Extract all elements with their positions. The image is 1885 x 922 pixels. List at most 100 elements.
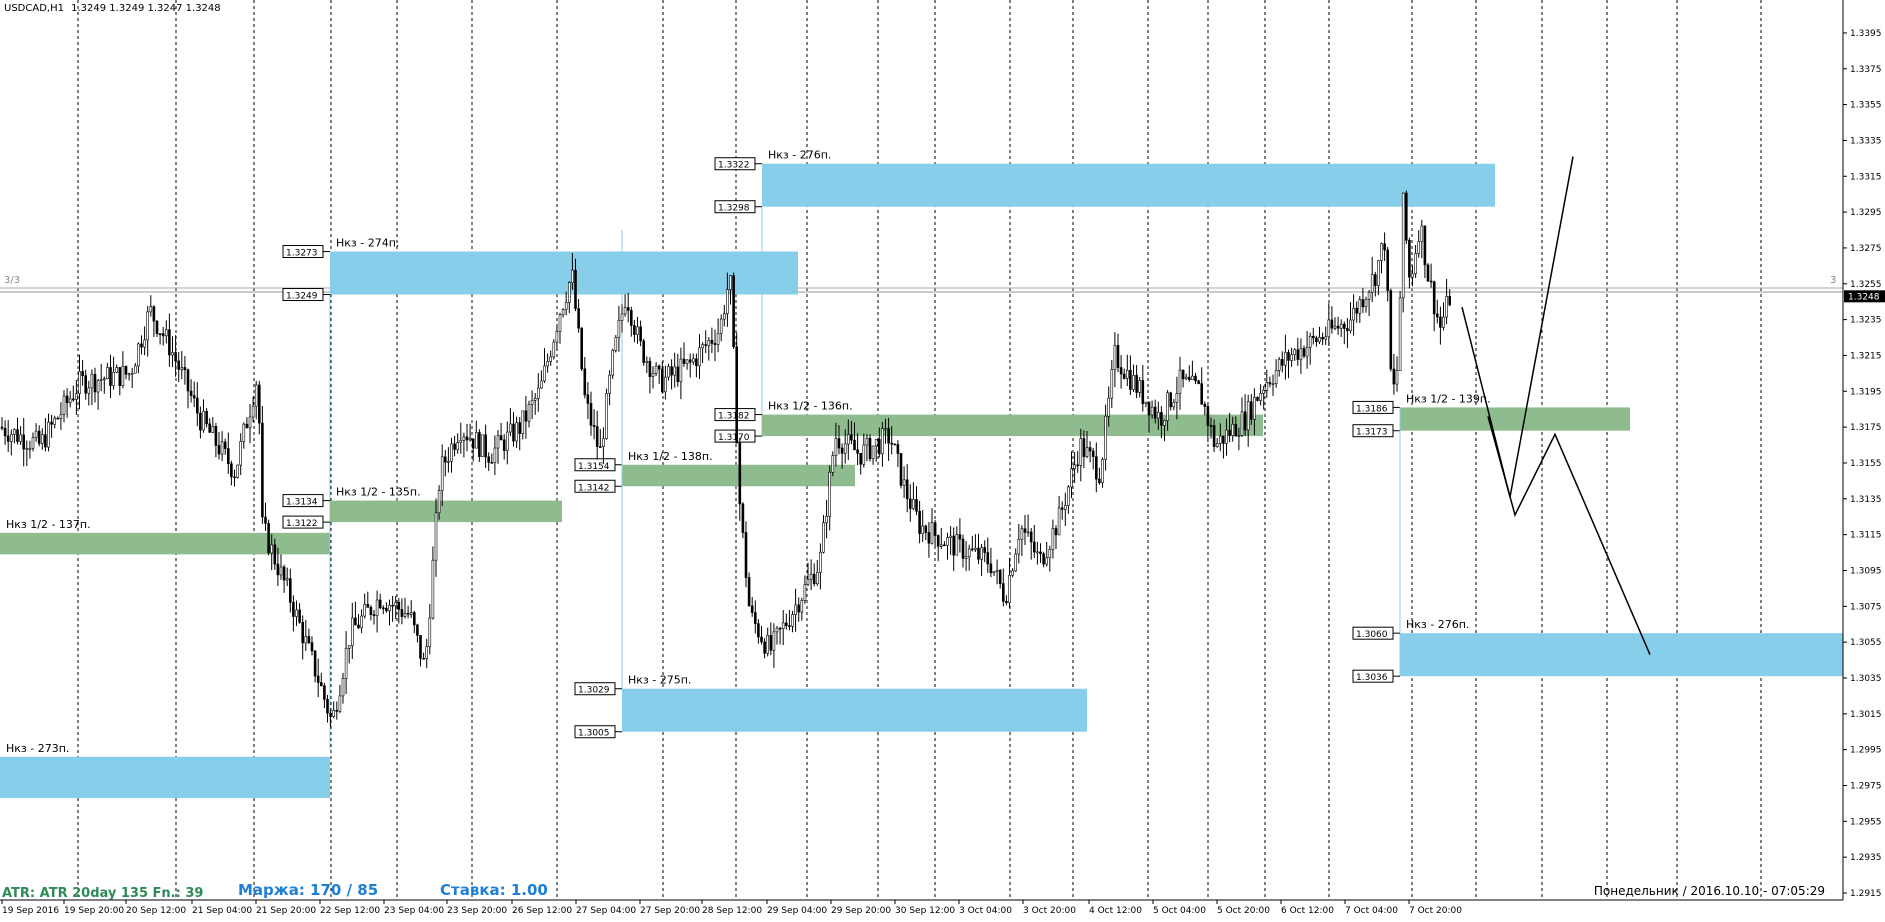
candle-body <box>1439 316 1442 328</box>
candle-body <box>1281 359 1284 366</box>
candle-body <box>87 387 91 394</box>
price-tick-label: 1.3035 <box>1850 674 1882 684</box>
candle-body <box>363 604 367 617</box>
price-tick-label: 1.3375 <box>1850 65 1882 75</box>
candle-body <box>977 547 980 560</box>
candle-body <box>648 360 652 377</box>
candle-body <box>1011 570 1014 576</box>
candle-body <box>478 432 481 457</box>
candle-body <box>856 449 859 454</box>
candle-body <box>357 624 360 629</box>
candle-body <box>1091 450 1095 457</box>
candle-body <box>1045 557 1048 565</box>
candle-body <box>1401 192 1405 299</box>
candle-body <box>378 599 382 609</box>
candle-body <box>673 366 677 376</box>
candle-body <box>524 410 528 422</box>
candle-body <box>905 479 909 500</box>
candle-body <box>481 434 484 457</box>
candle-body <box>577 308 580 329</box>
candle-body <box>1219 435 1222 444</box>
candle-body <box>902 479 906 486</box>
candle-body <box>208 423 211 433</box>
datetime-label: Понедельник / 2016.10.10 - 07:05:29 <box>1594 884 1825 898</box>
candle-body <box>735 346 739 444</box>
candle-body <box>323 685 326 700</box>
candle-body <box>753 612 757 624</box>
candle-body <box>837 438 841 449</box>
candle-body <box>341 678 345 697</box>
candle-body <box>34 430 38 438</box>
time-label: 3 Oct 04:00 <box>959 906 1012 916</box>
candle-body <box>152 306 156 322</box>
candle-body <box>1175 393 1179 403</box>
candle-body <box>1169 392 1172 408</box>
candle-body <box>1036 551 1039 554</box>
atr-label: ATR: ATR 20day 135 Fn.: 39 <box>2 886 203 901</box>
candle-body <box>394 602 398 607</box>
candle-body <box>1426 264 1430 282</box>
candle-body <box>828 471 832 517</box>
candle-body <box>1160 412 1163 426</box>
candle-body <box>1039 551 1042 555</box>
candle-body <box>186 369 190 392</box>
candle-body <box>1178 369 1182 394</box>
candle-body <box>722 313 726 320</box>
zone-supply <box>0 756 330 799</box>
candle-body <box>161 333 165 337</box>
candle-body <box>1380 243 1383 261</box>
candle-body <box>453 443 456 450</box>
candle-body <box>385 607 388 612</box>
time-label: 29 Sep 20:00 <box>831 906 891 916</box>
candle-body <box>310 642 314 652</box>
zone-price-label: 1.3249 <box>286 292 318 302</box>
candle-body <box>750 605 754 613</box>
candle-body <box>505 431 509 451</box>
candle-body <box>1302 348 1306 357</box>
candle-body <box>468 438 472 441</box>
candle-body <box>199 412 202 431</box>
candle-body <box>490 462 494 464</box>
candle-body <box>165 329 168 337</box>
candle-body <box>918 510 921 534</box>
candle-body <box>881 428 884 455</box>
candle-body <box>239 441 242 466</box>
candle-body <box>251 405 255 418</box>
candle-body <box>930 522 934 544</box>
candle-body <box>78 371 81 395</box>
candle-body <box>1265 382 1269 391</box>
price-tick-label: 1.3355 <box>1850 101 1882 111</box>
candle-body <box>273 544 277 565</box>
candle-body <box>1296 349 1300 360</box>
candle-body <box>719 318 723 334</box>
candle-body <box>1274 370 1278 384</box>
price-tick-label: 1.3315 <box>1850 172 1882 182</box>
candle-body <box>955 534 959 556</box>
candle-body <box>1157 412 1160 419</box>
zone-half <box>762 414 1263 437</box>
candles <box>0 190 1451 728</box>
candle-body <box>109 367 112 386</box>
candle-body <box>292 602 295 617</box>
candle-body <box>561 309 565 315</box>
price-tick-label: 1.2975 <box>1850 781 1882 791</box>
candle-body <box>1188 376 1191 381</box>
candle-body <box>338 695 342 712</box>
price-tick-label: 1.3015 <box>1850 710 1882 720</box>
candle-body <box>267 523 270 554</box>
candle-body <box>825 515 828 524</box>
candle-body <box>639 326 642 342</box>
price-tick-label: 1.3275 <box>1850 244 1882 254</box>
candle-body <box>140 343 143 348</box>
price-tick-label: 1.3055 <box>1850 638 1882 648</box>
candle-body <box>40 434 44 444</box>
candle-body <box>763 641 766 654</box>
candle-body <box>1361 299 1365 308</box>
candle-body <box>1343 323 1346 329</box>
candle-body <box>732 275 735 348</box>
rate-label: Ставка: 1.00 <box>440 881 548 899</box>
candle-body <box>474 432 478 449</box>
candle-body <box>192 395 196 399</box>
candle-body <box>1389 290 1393 370</box>
